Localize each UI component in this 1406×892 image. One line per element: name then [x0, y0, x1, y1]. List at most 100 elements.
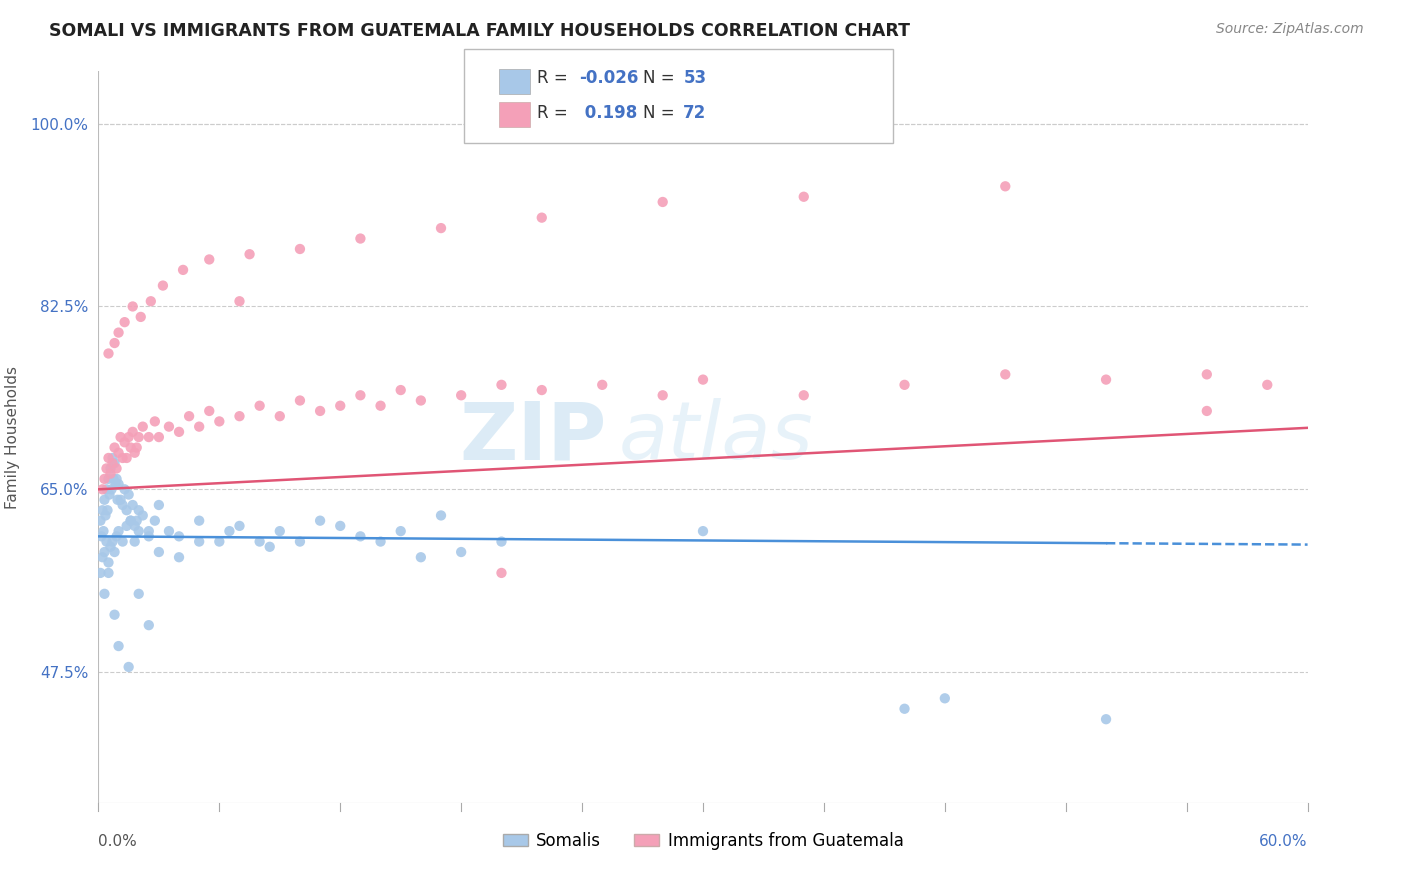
- Point: [103, 456, 125, 470]
- Point: [89, 566, 111, 580]
- Point: [100, 483, 122, 497]
- Point: [111, 534, 134, 549]
- Point: [115, 503, 138, 517]
- Text: 0.198: 0.198: [579, 104, 637, 122]
- Point: [188, 419, 211, 434]
- Point: [93, 587, 115, 601]
- Point: [125, 514, 148, 528]
- Point: [97, 450, 120, 465]
- Point: [93, 524, 115, 538]
- Point: [148, 430, 170, 444]
- Point: [692, 524, 714, 538]
- Point: [107, 524, 129, 538]
- Point: [107, 446, 129, 460]
- Point: [143, 414, 166, 428]
- Point: [349, 231, 371, 245]
- Point: [105, 472, 128, 486]
- Point: [530, 211, 553, 225]
- Text: 60.0%: 60.0%: [1260, 834, 1308, 849]
- Point: [121, 498, 143, 512]
- Point: [148, 498, 170, 512]
- Point: [129, 310, 152, 324]
- Point: [228, 294, 250, 309]
- Point: [114, 315, 136, 329]
- Point: [121, 300, 143, 314]
- Point: [198, 252, 221, 267]
- Point: [288, 393, 311, 408]
- Text: 0.0%: 0.0%: [98, 834, 138, 849]
- Point: [138, 529, 160, 543]
- Point: [934, 691, 956, 706]
- Point: [111, 498, 134, 512]
- Point: [208, 414, 231, 428]
- Point: [259, 540, 281, 554]
- Point: [491, 377, 513, 392]
- Point: [269, 409, 291, 424]
- Point: [1195, 404, 1218, 418]
- Point: [118, 430, 141, 444]
- Point: [157, 524, 180, 538]
- Point: [1095, 712, 1118, 726]
- Text: N =: N =: [643, 70, 679, 87]
- Point: [138, 524, 160, 538]
- Point: [96, 461, 118, 475]
- Point: [107, 492, 129, 507]
- Text: 72: 72: [683, 104, 707, 122]
- Point: [430, 508, 453, 523]
- Point: [96, 483, 118, 497]
- Point: [96, 534, 118, 549]
- Point: [651, 388, 673, 402]
- Point: [329, 399, 352, 413]
- Point: [128, 587, 150, 601]
- Point: [91, 483, 114, 497]
- Point: [389, 383, 412, 397]
- Point: [793, 190, 815, 204]
- Point: [110, 430, 132, 444]
- Point: [138, 618, 160, 632]
- Point: [994, 368, 1017, 382]
- Point: [157, 419, 180, 434]
- Point: [118, 660, 141, 674]
- Point: [370, 399, 392, 413]
- Point: [218, 524, 240, 538]
- Point: [349, 388, 371, 402]
- Point: [128, 503, 150, 517]
- Point: [96, 503, 118, 517]
- Point: [97, 556, 120, 570]
- Point: [114, 483, 136, 497]
- Point: [118, 487, 141, 501]
- Point: [97, 346, 120, 360]
- Point: [208, 534, 231, 549]
- Point: [107, 326, 129, 340]
- Point: [491, 534, 513, 549]
- Point: [1095, 373, 1118, 387]
- Text: 53: 53: [683, 70, 706, 87]
- Point: [94, 508, 117, 523]
- Text: R =: R =: [537, 70, 574, 87]
- Point: [120, 441, 142, 455]
- Point: [370, 534, 392, 549]
- Point: [430, 221, 453, 235]
- Point: [893, 702, 915, 716]
- Point: [409, 393, 432, 408]
- Point: [128, 524, 150, 538]
- Text: R =: R =: [537, 104, 574, 122]
- Point: [124, 519, 146, 533]
- Point: [198, 404, 221, 418]
- Point: [100, 461, 122, 475]
- Point: [128, 430, 150, 444]
- Point: [148, 545, 170, 559]
- Point: [152, 278, 174, 293]
- Point: [98, 487, 121, 501]
- Point: [107, 477, 129, 491]
- Point: [249, 399, 271, 413]
- Point: [692, 373, 714, 387]
- Point: [491, 566, 513, 580]
- Point: [167, 425, 190, 439]
- Point: [389, 524, 412, 538]
- Point: [288, 534, 311, 549]
- Point: [450, 545, 472, 559]
- Point: [120, 514, 142, 528]
- Point: [121, 425, 143, 439]
- Point: [111, 450, 134, 465]
